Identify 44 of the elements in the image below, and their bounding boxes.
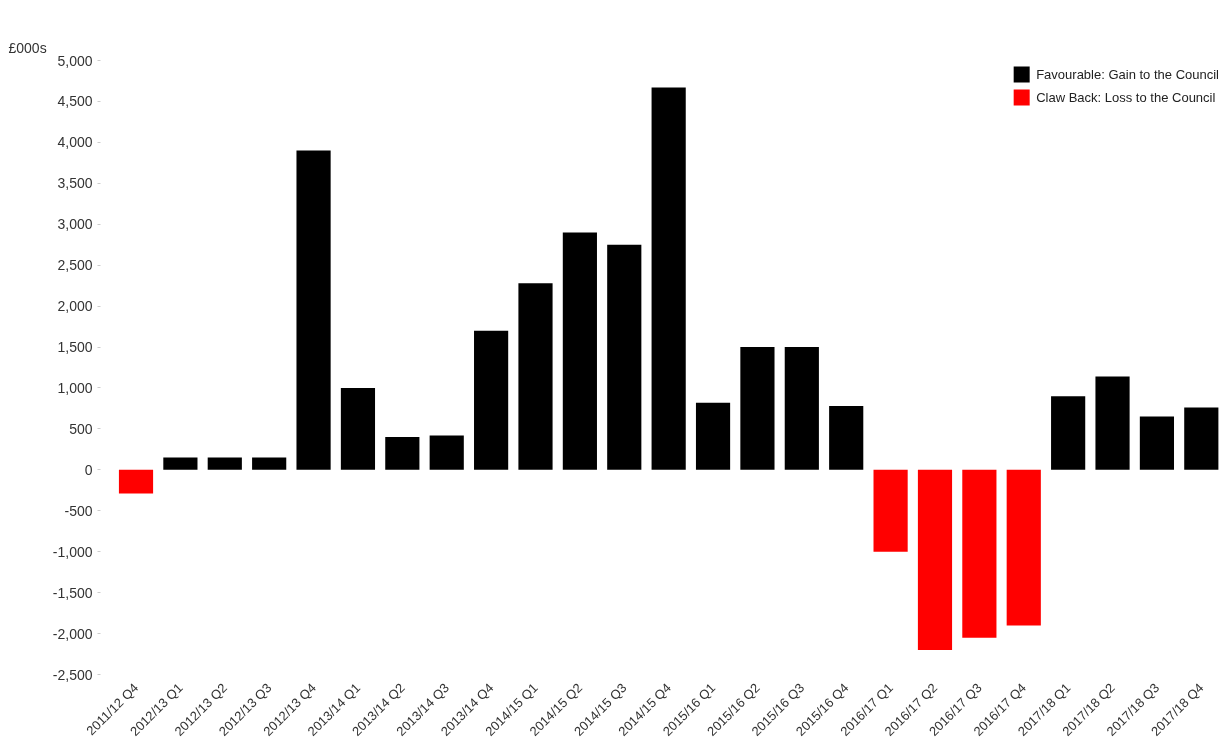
y-tick-label: 2,500 [57,257,93,274]
bar [784,347,819,470]
bar [207,457,242,470]
bar [385,437,420,470]
bar [163,457,198,470]
bar [1139,416,1175,470]
bar [340,387,376,470]
y-tick-label: 500 [69,420,93,437]
bar [252,457,287,470]
bar [740,347,775,470]
bar [1095,376,1130,470]
bar [962,469,997,638]
bar [1184,407,1219,470]
bar [695,402,731,470]
y-tick-label: -1,500 [52,584,93,601]
y-tick-label: 4,000 [57,134,93,151]
bar [518,283,553,470]
y-tick-label: -1,000 [52,543,93,560]
bar [118,469,154,494]
bar [429,435,464,470]
bar [607,244,642,470]
y-axis-title: £000s [8,39,47,56]
bar [651,87,686,470]
y-tick-label: 0 [84,461,93,478]
bar [1006,469,1041,626]
y-tick-label: 3,000 [57,216,93,233]
y-tick-label: -2,000 [52,625,93,642]
y-tick-label: 3,500 [57,175,93,192]
bar [917,469,953,650]
y-tick-label: 1,500 [57,339,93,356]
y-tick-label: 1,000 [57,379,93,396]
y-tick-label: -500 [64,502,93,519]
y-tick-label: 2,000 [57,298,93,315]
bar [1051,396,1086,470]
bar [562,232,597,470]
bar [873,469,908,552]
y-tick-label: 5,000 [57,52,93,69]
legend-label: Favourable: Gain to the Council [1036,66,1219,82]
bar [474,330,509,470]
y-tick-label: 4,500 [57,93,93,110]
y-tick-label: -2,500 [52,666,93,683]
legend-label: Claw Back: Loss to the Council [1036,89,1216,105]
bar [829,405,864,470]
bar [296,150,331,470]
